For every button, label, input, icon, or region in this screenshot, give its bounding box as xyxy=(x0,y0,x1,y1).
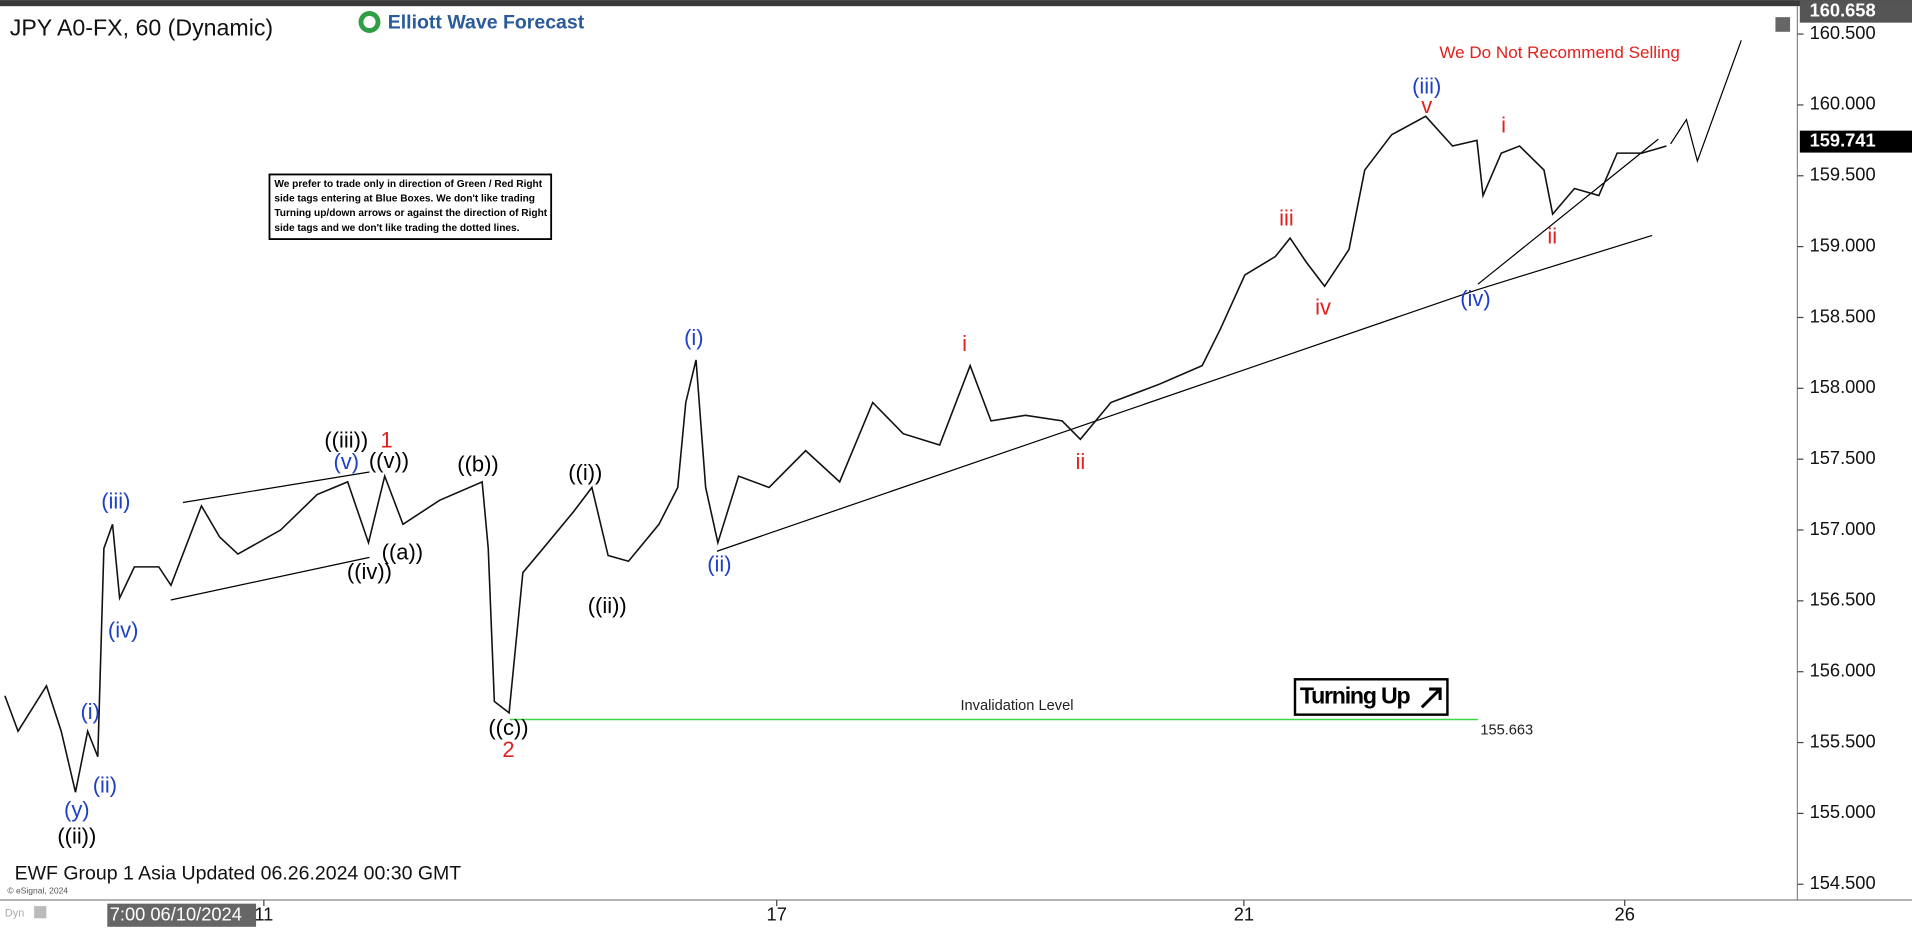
wave-label: (iv) xyxy=(108,618,138,643)
y-tick-label: 154.500 xyxy=(1810,872,1876,893)
trend-line xyxy=(1475,234,1653,291)
wave-label: ((ii)) xyxy=(57,824,96,849)
notice-frame xyxy=(268,173,553,240)
y-tick-label: 156.000 xyxy=(1810,660,1876,681)
wave-label: (i) xyxy=(684,325,704,350)
wave-label: (iv) xyxy=(1460,286,1490,311)
y-tick-label: 159.500 xyxy=(1810,164,1876,185)
brand-logo: Elliott Wave Forecast xyxy=(353,7,605,37)
y-tick-label: 156.500 xyxy=(1810,589,1876,610)
wave-label: ((ii)) xyxy=(588,593,627,618)
last-price: 159.741 xyxy=(1810,129,1876,150)
wave-label: ((iii)) xyxy=(324,427,368,452)
channel-line xyxy=(170,556,370,601)
high-price: 160.658 xyxy=(1810,0,1876,21)
wave-label: (v) xyxy=(334,449,360,474)
cursor-label-box xyxy=(107,903,257,927)
x-tick-label: 11 xyxy=(254,904,273,925)
wave-label: ii xyxy=(1547,224,1557,249)
signal-box: Turning Up xyxy=(1293,678,1449,716)
y-tick-label: 155.500 xyxy=(1810,730,1876,751)
wave-label: (iii) xyxy=(101,488,130,513)
last-price-box xyxy=(1799,130,1912,153)
cursor-label: 7:00 06/10/2024 xyxy=(110,904,242,925)
wave-label: (iii) xyxy=(1412,74,1441,99)
y-tick-label: 157.000 xyxy=(1810,518,1876,539)
invalidation-value: 155.663 xyxy=(1480,722,1533,738)
wave-label: ((v)) xyxy=(369,448,409,473)
trend-line xyxy=(1477,138,1659,285)
wave-label: (ii) xyxy=(93,772,117,797)
wave-label: ((iv)) xyxy=(347,559,392,584)
x-tick-label: 26 xyxy=(1615,904,1635,925)
wave-label: 2 xyxy=(502,737,514,762)
signal-frame xyxy=(1293,678,1449,716)
projection-path xyxy=(1670,40,1742,164)
wave-label: (y) xyxy=(64,797,90,822)
y-tick-label: 159.000 xyxy=(1810,234,1876,255)
notice-box: We prefer to trade only in direction of … xyxy=(268,173,553,240)
wave-label: ((b)) xyxy=(457,452,498,477)
x-tick-label: 21 xyxy=(1234,904,1254,925)
wave-label: ((i)) xyxy=(568,460,602,485)
wave-label: (i) xyxy=(80,699,99,724)
warning-text: We Do Not Recommend Selling xyxy=(1439,43,1680,62)
brand-name: Elliott Wave Forecast xyxy=(388,11,585,33)
x-tick-label: 17 xyxy=(767,904,787,925)
mode-icon xyxy=(34,906,47,919)
price-line xyxy=(4,115,1667,793)
signal-text: Turning Up xyxy=(1300,683,1411,709)
wave-label: v xyxy=(1421,93,1432,118)
wave-label: ((c)) xyxy=(488,715,528,740)
wave-label: i xyxy=(962,331,967,356)
channel-line xyxy=(182,471,370,504)
wave-label: ((a)) xyxy=(382,539,423,564)
signal-arrow xyxy=(1420,687,1442,709)
y-tick-label: 158.000 xyxy=(1810,376,1876,397)
notice-line: Turning up/down arrows or against the di… xyxy=(274,208,547,219)
wave-label: iv xyxy=(1315,294,1331,319)
notice-line: We prefer to trade only in direction of … xyxy=(274,179,542,190)
y-tick-label: 155.000 xyxy=(1810,801,1876,822)
chart-title: JPY A0-FX, 60 (Dynamic) xyxy=(10,14,273,40)
wave-label: (ii) xyxy=(707,552,731,577)
logo-icon-inner xyxy=(363,15,376,29)
window-icon xyxy=(1775,17,1791,32)
copyright: © eSignal, 2024 xyxy=(7,886,68,896)
wave-label: iii xyxy=(1279,205,1294,230)
mode-label: Dyn xyxy=(5,907,25,919)
footer: EWF Group 1 Asia Updated 06.26.2024 00:3… xyxy=(15,863,462,885)
notice-line: side tags entering at Blue Boxes. We don… xyxy=(274,194,535,205)
wave-label: ii xyxy=(1076,449,1086,474)
wave-label: i xyxy=(1501,113,1506,138)
y-tick-label: 160.500 xyxy=(1810,22,1876,43)
y-tick-label: 157.500 xyxy=(1810,447,1876,468)
logo-box xyxy=(353,7,605,37)
y-tick-label: 160.000 xyxy=(1810,93,1876,114)
notice-line: side tags and we don't like trading the … xyxy=(274,223,519,234)
y-tick-label: 158.500 xyxy=(1810,305,1876,326)
top-bar xyxy=(0,0,1912,7)
invalidation-label: Invalidation Level xyxy=(960,698,1073,714)
wave-label: 1 xyxy=(380,427,392,452)
high-price-box xyxy=(1799,0,1912,23)
